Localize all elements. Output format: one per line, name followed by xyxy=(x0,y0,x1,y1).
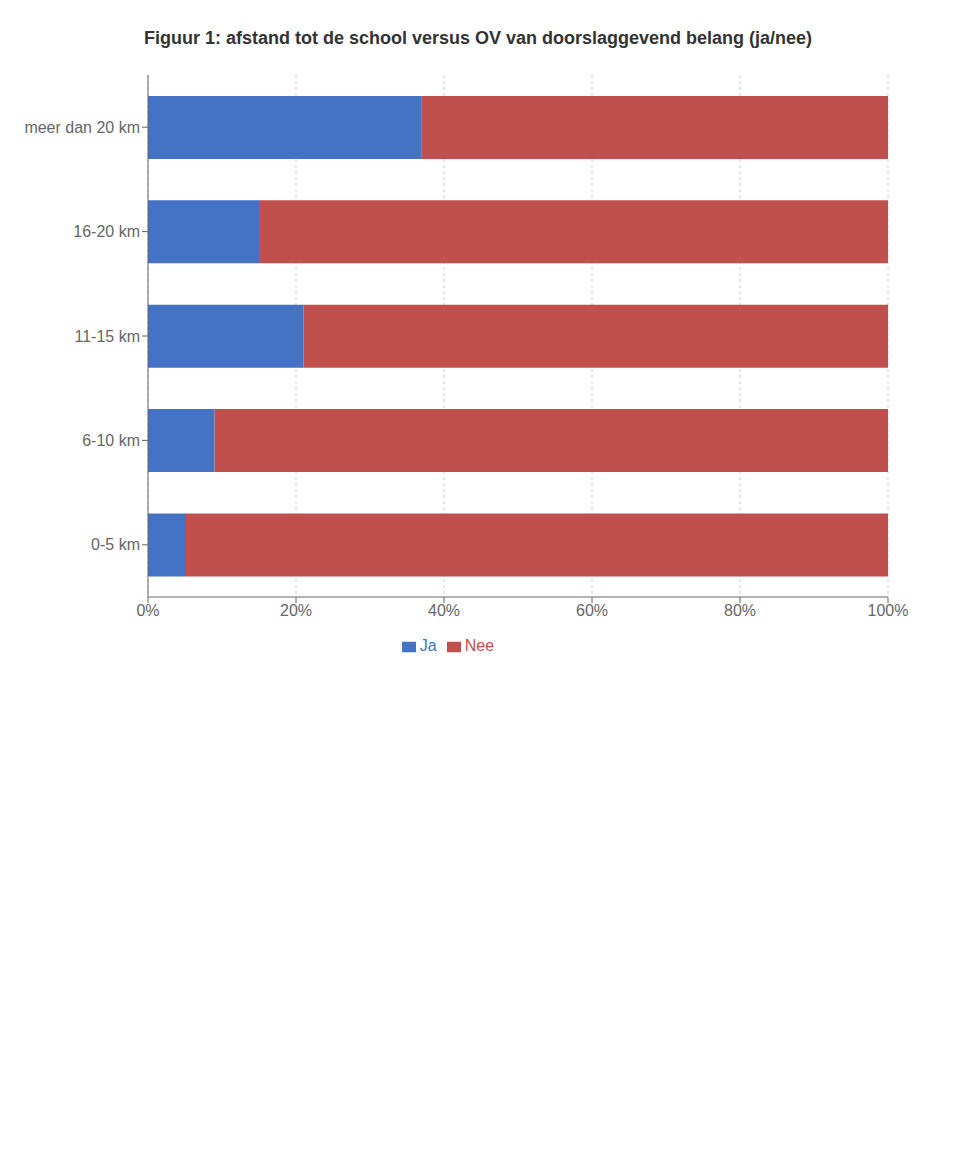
svg-text:6-10 km: 6-10 km xyxy=(82,432,140,449)
svg-text:80%: 80% xyxy=(724,602,756,619)
svg-text:100%: 100% xyxy=(868,602,909,619)
html-text:Ja: Ja xyxy=(419,637,437,654)
svg-text:0-5 km: 0-5 km xyxy=(91,536,140,553)
html-text:Figuur 1: afstand tot de schoo: Figuur 1: afstand tot de school versus O… xyxy=(143,28,813,48)
svg-text:meer dan 20 km: meer dan 20 km xyxy=(24,119,140,136)
svg-text:40%: 40% xyxy=(428,602,460,619)
svg-text:60%: 60% xyxy=(576,602,608,619)
html-text:Nee: Nee xyxy=(464,637,495,654)
svg-text:20%: 20% xyxy=(280,602,312,619)
svg-text:0%: 0% xyxy=(136,602,159,619)
svg-text:16-20 km: 16-20 km xyxy=(73,223,140,240)
svg-text:11-15 km: 11-15 km xyxy=(74,328,140,345)
